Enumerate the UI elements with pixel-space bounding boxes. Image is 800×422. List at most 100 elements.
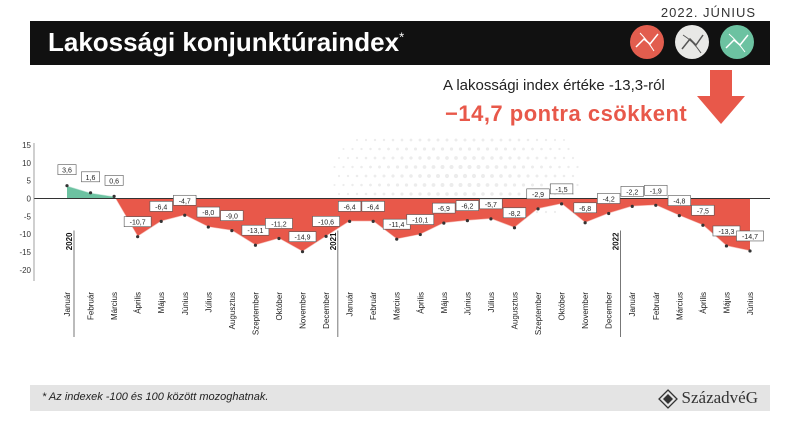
data-label-box <box>241 224 270 236</box>
data-label: -10,6 <box>318 219 334 226</box>
y-tick-label: -15 <box>19 248 31 257</box>
bg-dot <box>553 210 557 214</box>
bg-dot <box>395 183 400 187</box>
x-tick-label: Július <box>204 292 213 312</box>
data-label: -2,9 <box>532 192 544 199</box>
data-label: -6,8 <box>579 206 591 213</box>
data-label-box <box>620 186 644 197</box>
bg-dot <box>517 138 521 142</box>
bg-dot <box>526 174 530 178</box>
bg-dot <box>337 156 341 160</box>
bg-dot <box>427 138 431 142</box>
bg-dot <box>535 174 539 178</box>
bg-dot <box>571 174 575 178</box>
data-label-box <box>123 216 152 227</box>
bg-dot <box>373 156 377 160</box>
bg-dot <box>409 174 413 178</box>
data-label: -4,8 <box>673 199 685 206</box>
data-point <box>583 221 587 225</box>
bg-dot <box>472 156 476 160</box>
bg-dot <box>521 165 526 169</box>
bg-dot <box>351 147 354 151</box>
bg-dot <box>342 183 345 187</box>
bg-dot <box>558 147 561 151</box>
x-tick-label: Október <box>558 292 567 321</box>
bg-dot <box>391 138 395 142</box>
x-tick-label: December <box>322 292 331 329</box>
data-point <box>559 202 564 206</box>
bg-dot <box>472 138 476 142</box>
data-label-box <box>104 175 124 186</box>
data-point <box>418 232 422 237</box>
x-tick-label: Június <box>746 292 755 315</box>
bg-dot <box>508 138 512 142</box>
data-label: -1,5 <box>556 187 568 194</box>
x-tick-label: Március <box>393 292 402 320</box>
data-label: -14,7 <box>742 234 758 241</box>
bg-dot <box>418 174 422 178</box>
x-tick-label: Június <box>463 292 472 315</box>
data-label-box <box>526 188 550 200</box>
bg-dot <box>405 147 408 151</box>
logo-icon <box>657 389 678 410</box>
bg-dot <box>391 174 395 178</box>
data-label: -13,1 <box>247 228 263 235</box>
bg-dot <box>481 192 485 196</box>
bg-dot <box>567 165 570 169</box>
x-tick-label: Szeptember <box>534 292 543 335</box>
bg-dot <box>400 174 404 178</box>
bg-dot <box>373 192 377 196</box>
bg-dot <box>471 173 477 179</box>
data-point <box>442 221 446 225</box>
bg-dot <box>409 192 413 196</box>
x-tick-label: Augusztus <box>228 292 237 329</box>
bg-dot <box>386 165 391 169</box>
data-label-box <box>455 200 479 211</box>
bg-dot <box>549 147 552 151</box>
footer-bar: * Az indexek -100 és 100 között mozoghat… <box>30 385 770 411</box>
bg-dot <box>396 147 399 151</box>
bg-dot <box>444 173 450 179</box>
data-point <box>253 243 258 247</box>
bg-dot <box>440 183 445 187</box>
year-label: 2022 <box>611 232 620 250</box>
bg-dot <box>422 183 427 187</box>
bg-dot <box>476 147 481 151</box>
bg-dot <box>458 164 463 170</box>
bg-dot <box>481 138 485 142</box>
data-label: -1,9 <box>650 188 662 195</box>
bg-dot <box>503 165 508 169</box>
data-point <box>159 219 163 223</box>
bg-dot <box>499 174 503 178</box>
bg-dot <box>485 147 490 151</box>
bg-dot <box>544 210 548 214</box>
y-tick-label: -20 <box>19 266 31 275</box>
bg-dot <box>373 174 377 178</box>
bg-dot <box>422 147 427 151</box>
bg-dot <box>490 174 494 178</box>
x-tick-label: Január <box>346 292 355 317</box>
bg-dot <box>364 192 368 196</box>
bg-dot <box>413 147 418 151</box>
y-tick-label: -10 <box>19 230 31 239</box>
bg-dot <box>400 192 404 196</box>
bg-dot <box>558 165 561 169</box>
data-point <box>724 244 729 248</box>
bg-dot <box>337 192 341 196</box>
bg-dot <box>333 165 336 169</box>
x-tick-label: Március <box>110 292 119 320</box>
data-point <box>230 229 234 233</box>
data-label: -2,2 <box>626 189 638 196</box>
data-label-box <box>736 230 764 242</box>
data-point <box>465 219 469 223</box>
bg-dot <box>454 192 458 196</box>
data-label: -13,3 <box>718 229 734 236</box>
bg-dot <box>378 147 381 151</box>
x-tick-label: Május <box>722 292 731 313</box>
bg-dot <box>535 138 539 142</box>
bg-dot <box>540 183 543 187</box>
bg-dot <box>467 147 472 151</box>
x-tick-label: Február <box>369 292 378 320</box>
bg-dot <box>499 138 503 142</box>
footnote: * Az indexek -100 és 100 között mozoghat… <box>42 391 269 403</box>
